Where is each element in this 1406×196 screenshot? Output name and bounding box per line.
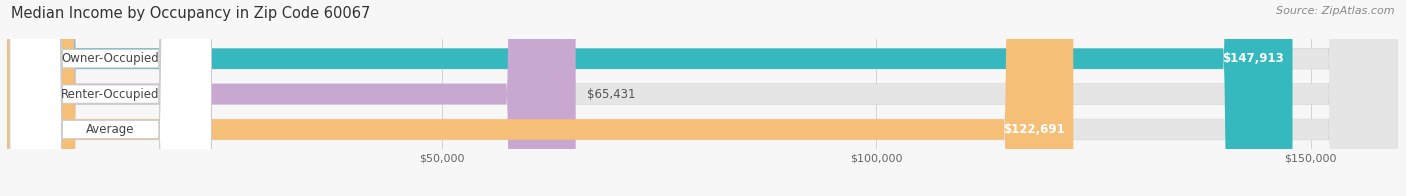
FancyBboxPatch shape [7, 0, 575, 196]
Text: Owner-Occupied: Owner-Occupied [62, 52, 159, 65]
FancyBboxPatch shape [7, 0, 1073, 196]
Text: $147,913: $147,913 [1222, 52, 1284, 65]
Text: Median Income by Occupancy in Zip Code 60067: Median Income by Occupancy in Zip Code 6… [11, 6, 371, 21]
Text: Average: Average [86, 123, 135, 136]
FancyBboxPatch shape [7, 0, 1398, 196]
FancyBboxPatch shape [7, 0, 1398, 196]
FancyBboxPatch shape [10, 0, 211, 196]
Text: $122,691: $122,691 [1004, 123, 1064, 136]
FancyBboxPatch shape [7, 0, 1398, 196]
FancyBboxPatch shape [10, 0, 211, 196]
FancyBboxPatch shape [7, 0, 1292, 196]
Text: $65,431: $65,431 [586, 88, 636, 101]
FancyBboxPatch shape [10, 0, 211, 196]
Text: Renter-Occupied: Renter-Occupied [62, 88, 160, 101]
Text: Source: ZipAtlas.com: Source: ZipAtlas.com [1277, 6, 1395, 16]
